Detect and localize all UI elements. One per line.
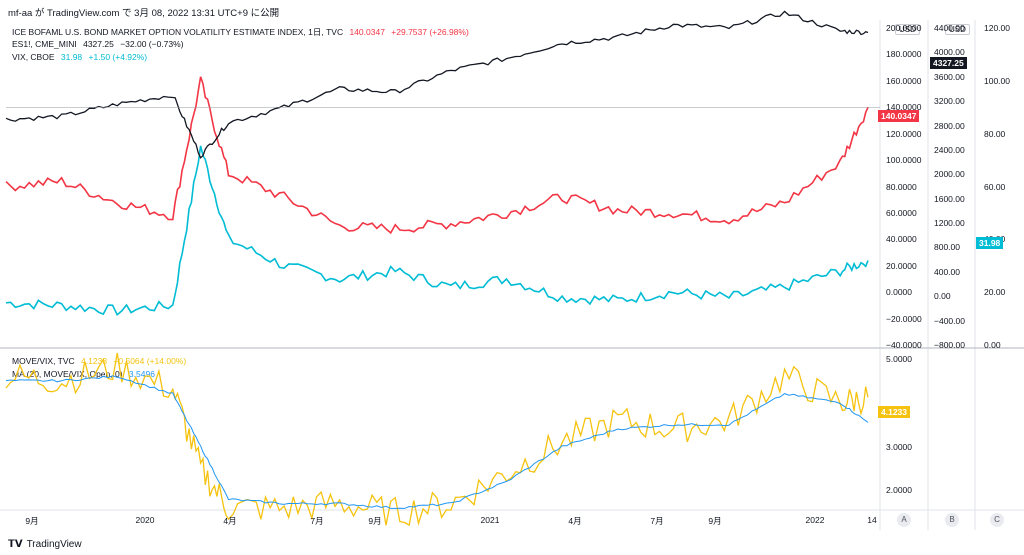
tick-es-0: 4400.00: [934, 23, 965, 33]
tick-es-10: 400.00: [934, 266, 960, 277]
tick-vix-5: 20.00: [984, 287, 1006, 298]
tick-es-13: −800.00: [934, 340, 965, 350]
tick-move-5: 100.0000: [886, 155, 922, 166]
tick-es-2: 3600.00: [934, 71, 965, 82]
legend-ma-value: 3.5496: [128, 369, 155, 379]
x-tick-0: 9月: [25, 516, 39, 526]
tick-vix-6: 0.00: [984, 340, 1001, 350]
tick-move-11: −20.0000: [886, 313, 922, 324]
legend-ma-name: MA (20, MOVE/VIX, Open, 0): [12, 369, 123, 379]
tick-es-7: 1600.00: [934, 193, 965, 204]
tick-es-1: 4000.00: [934, 47, 965, 58]
price-label-move: 140.0347: [878, 110, 920, 122]
tick-es-5: 2400.00: [934, 144, 965, 155]
axis-button-c[interactable]: C: [990, 513, 1004, 527]
x-tick-8: 9月: [708, 516, 722, 526]
publish-header: mf-aa が TradingView.com で 3月 08, 2022 13…: [8, 8, 280, 19]
x-tick-3: 7月: [310, 516, 324, 526]
legend-es-value: 4327.25: [83, 39, 114, 49]
x-tick-2: 4月: [223, 516, 237, 526]
tick-vix-0: 120.00: [984, 23, 1010, 33]
tick-move-4: 120.0000: [886, 128, 922, 139]
tick-ratio-1: 3.0000: [886, 441, 912, 452]
legend-move-name: ICE BOFAML U.S. BOND MARKET OPTION VOLAT…: [12, 27, 344, 37]
price-label-vix: 31.98: [976, 237, 1004, 249]
tick-es-3: 3200.00: [934, 96, 965, 107]
legend-move-change: +29.7537 (+26.98%): [391, 27, 469, 37]
x-tick-10: 14: [867, 515, 877, 525]
series-ratio-line: [5, 352, 869, 527]
legend-es-change: −32.00 (−0.73%): [120, 39, 184, 49]
tick-ratio-2: 2.0000: [886, 485, 912, 496]
x-tick-7: 7月: [650, 516, 664, 526]
x-tick-5: 2021: [480, 515, 500, 525]
legend-ratio-value: 4.1233: [81, 356, 108, 366]
tick-move-9: 20.0000: [886, 260, 917, 271]
legend-move-value: 140.0347: [349, 27, 385, 37]
x-tick-1: 2020: [135, 515, 155, 525]
unit-es-axis[interactable]: USD: [945, 24, 970, 35]
tradingview-logo-icon: 𝗧𝗩: [8, 539, 23, 550]
price-label-es: 4327.25: [930, 57, 967, 69]
tick-move-7: 60.0000: [886, 207, 917, 218]
tick-move-8: 40.0000: [886, 234, 917, 245]
x-tick-4: 9月: [368, 516, 382, 526]
legend-es[interactable]: ES1!, CME_MINI 4327.25 −32.00 (−0.73%): [12, 39, 188, 49]
footer-brand: TradingView: [26, 539, 82, 550]
unit-move-axis[interactable]: USD: [895, 24, 920, 35]
tick-move-2: 160.0000: [886, 75, 922, 86]
series-ma-line: [5, 375, 869, 509]
tick-es-9: 800.00: [934, 242, 960, 253]
x-tick-9: 2022: [805, 515, 825, 525]
tick-es-6: 2000.00: [934, 169, 965, 180]
tick-move-12: −40.0000: [886, 340, 922, 350]
x-tick-6: 4月: [568, 516, 582, 526]
series-move-line: [5, 76, 869, 235]
tick-move-0: 200.0000: [886, 23, 922, 33]
series-vix-line: [5, 145, 869, 316]
axis-button-b[interactable]: B: [945, 513, 959, 527]
legend-ratio-change: +0.5064 (+14.00%): [113, 356, 187, 366]
price-label-ratio: 4.1233: [878, 406, 910, 418]
tick-es-11: 0.00: [934, 291, 951, 302]
tick-es-8: 1200.00: [934, 218, 965, 229]
tick-ratio-0: 5.0000: [886, 353, 912, 364]
series-es-line: [5, 10, 869, 159]
legend-move[interactable]: ICE BOFAML U.S. BOND MARKET OPTION VOLAT…: [12, 26, 473, 38]
tick-move-3: 140.0000: [886, 102, 922, 113]
footer: 𝗧𝗩 TradingView: [8, 539, 82, 550]
legend-es-name: ES1!, CME_MINI: [12, 39, 77, 49]
legend-ma[interactable]: MA (20, MOVE/VIX, Open, 0) 3.5496: [12, 369, 159, 379]
tick-vix-1: 100.00: [984, 75, 1010, 86]
legend-vix-name: VIX, CBOE: [12, 52, 55, 62]
legend-vix[interactable]: VIX, CBOE 31.98 +1.50 (+4.92%): [12, 52, 151, 62]
tick-move-6: 80.0000: [886, 181, 917, 192]
tick-vix-3: 60.00: [984, 181, 1006, 192]
tick-move-10: 0.0000: [886, 287, 912, 298]
tick-move-1: 180.0000: [886, 49, 922, 60]
tick-es-4: 2800.00: [934, 120, 965, 131]
legend-vix-change: +1.50 (+4.92%): [88, 52, 148, 62]
legend-ratio-name: MOVE/VIX, TVC: [12, 356, 75, 366]
axis-button-a[interactable]: A: [897, 513, 911, 527]
legend-vix-value: 31.98: [60, 52, 83, 62]
tick-es-12: −400.00: [934, 315, 965, 326]
tick-vix-2: 80.00: [984, 128, 1006, 139]
legend-ratio[interactable]: MOVE/VIX, TVC 4.1233 +0.5064 (+14.00%): [12, 356, 190, 366]
